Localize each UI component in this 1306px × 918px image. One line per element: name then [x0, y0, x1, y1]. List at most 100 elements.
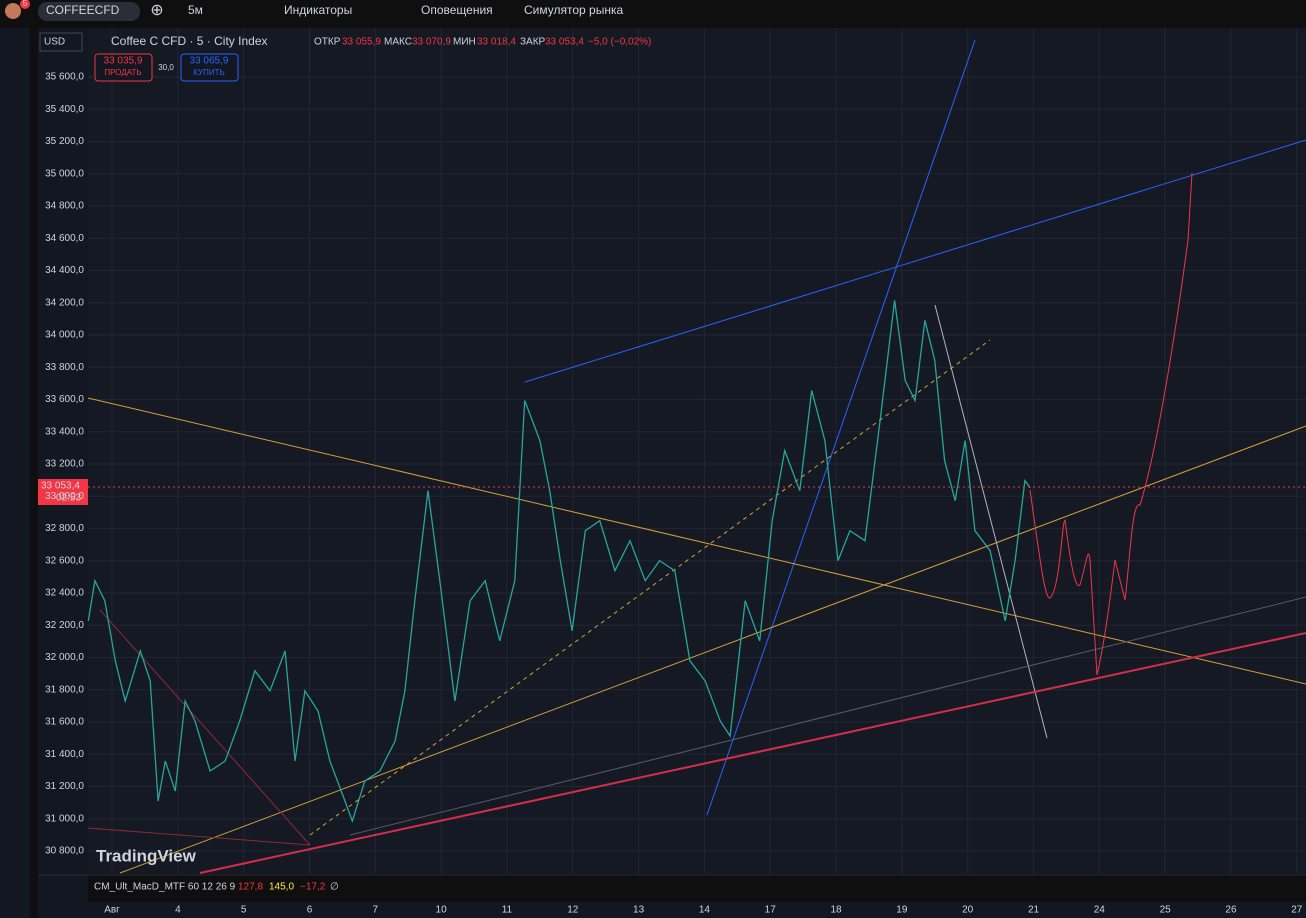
- high: 33 070,9: [412, 37, 451, 48]
- x-tick-label: 5: [241, 905, 247, 916]
- plot-area: [88, 28, 1306, 874]
- last-price-tag: [38, 479, 88, 505]
- y-tick-label: 33 800,0: [45, 362, 84, 373]
- y-tick-label: 32 000,0: [45, 652, 84, 663]
- y-tick-label: 34 400,0: [45, 265, 84, 276]
- y-tick-label: 34 800,0: [45, 201, 84, 212]
- y-tick-label: 32 600,0: [45, 555, 84, 566]
- grid: [88, 28, 1306, 874]
- x-tick-label: 24: [1094, 905, 1106, 916]
- y-tick-label: 31 200,0: [45, 781, 84, 792]
- top-toolbar: [0, 0, 1306, 24]
- forecast-path: [1029, 172, 1193, 676]
- open-label: ОТКР: [314, 37, 341, 48]
- y-tick-label: 30 800,0: [45, 846, 84, 857]
- last-price: 33 053,4: [41, 481, 80, 492]
- currency[interactable]: USD: [44, 37, 65, 48]
- y-tick-label: 35 600,0: [45, 72, 84, 83]
- close-label: ЗАКР: [520, 37, 546, 48]
- low: 33 018,4: [477, 37, 516, 48]
- y-tick-label: 35 200,0: [45, 136, 84, 147]
- symbol[interactable]: COFFEECFD: [46, 3, 120, 17]
- indicators-button[interactable]: Индикаторы: [284, 3, 352, 17]
- legend-title: Coffee C CFD · 5 · City Index: [111, 34, 268, 48]
- x-tick-label: 21: [1028, 905, 1040, 916]
- y-tick-label: 31 800,0: [45, 684, 84, 695]
- y-tick-label: 32 800,0: [45, 523, 84, 534]
- indicator-value: −17,2: [300, 882, 326, 893]
- indicator-value: ∅: [330, 882, 339, 893]
- buy-label[interactable]: КУПИТЬ: [193, 68, 224, 77]
- x-tick-label: 18: [830, 905, 842, 916]
- y-tick-label: 33 000,0: [45, 491, 84, 502]
- sell-button[interactable]: [94, 53, 153, 82]
- trend-line: [87, 827, 311, 846]
- sell-price[interactable]: 33 035,9: [104, 56, 143, 67]
- left-toolbar: [0, 28, 30, 918]
- buy-price[interactable]: 33 065,9: [190, 56, 229, 67]
- low-label: МИН: [453, 37, 476, 48]
- x-tick-label: 25: [1160, 905, 1172, 916]
- y-tick-label: 34 000,0: [45, 330, 84, 341]
- y-tick-label: 34 200,0: [45, 297, 84, 308]
- buy-button[interactable]: [180, 53, 239, 82]
- x-tick-label: 6: [307, 905, 313, 916]
- x-tick-label: 17: [765, 905, 777, 916]
- sell-label[interactable]: ПРОДАТЬ: [104, 68, 141, 77]
- x-tick-label: 7: [373, 905, 379, 916]
- trend-line: [706, 39, 976, 816]
- avatar[interactable]: [5, 3, 21, 19]
- interval[interactable]: 5м: [188, 3, 203, 17]
- x-tick-label: 27: [1291, 905, 1303, 916]
- y-tick-label: 35 400,0: [45, 104, 84, 115]
- trend-line: [349, 596, 1306, 836]
- close: 33 053,4: [545, 37, 584, 48]
- x-tick-label: 19: [896, 905, 908, 916]
- indicator-name: CM_Ult_MacD_MTF 60 12 26 9: [94, 882, 236, 893]
- time-scale: [38, 902, 1306, 918]
- alerts-button[interactable]: Оповещения: [421, 3, 493, 17]
- x-tick-label: 26: [1225, 905, 1237, 916]
- y-tick-label: 32 400,0: [45, 588, 84, 599]
- watermark: TradingView: [96, 846, 197, 865]
- y-tick-label: 32 200,0: [45, 620, 84, 631]
- notification-count: 5: [23, 0, 28, 8]
- countdown: 02:53: [56, 493, 81, 504]
- trend-line: [199, 632, 1306, 874]
- trend-line: [99, 609, 311, 846]
- x-tick-label: 12: [567, 905, 579, 916]
- change: −5,0 (−0,02%): [588, 37, 651, 48]
- y-tick-label: 33 200,0: [45, 459, 84, 470]
- y-tick-label: 34 600,0: [45, 233, 84, 244]
- trend-line: [87, 397, 1306, 685]
- indicator-value: 145,0: [269, 882, 294, 893]
- currency-box[interactable]: [39, 32, 83, 52]
- x-tick-label: 10: [436, 905, 448, 916]
- high-label: МАКС: [384, 37, 412, 48]
- price-line: [87, 300, 1031, 824]
- y-tick-label: 33 600,0: [45, 394, 84, 405]
- y-tick-label: 33 400,0: [45, 426, 84, 437]
- trend-line: [119, 425, 1306, 874]
- y-tick-label: 31 600,0: [45, 717, 84, 728]
- symbol-search[interactable]: [38, 2, 140, 21]
- x-tick-label: Авг: [104, 905, 120, 916]
- badge: [20, 0, 30, 9]
- x-tick-label: 4: [175, 905, 181, 916]
- replay-button[interactable]: Симулятор рынка: [524, 3, 623, 17]
- y-tick-label: 31 400,0: [45, 749, 84, 760]
- price-scale: [38, 28, 88, 902]
- trend-line: [524, 139, 1306, 383]
- x-tick-label: 14: [699, 905, 711, 916]
- x-tick-label: 11: [502, 905, 513, 916]
- y-tick-label: 31 000,0: [45, 813, 84, 824]
- drawings: [87, 39, 1306, 874]
- x-tick-label: 20: [962, 905, 974, 916]
- add-symbol[interactable]: ⊕: [150, 2, 163, 19]
- y-tick-label: 35 000,0: [45, 168, 84, 179]
- spread: 30,0: [158, 63, 174, 72]
- indicator-value: 127,8: [238, 882, 263, 893]
- x-tick-label: 13: [633, 905, 645, 916]
